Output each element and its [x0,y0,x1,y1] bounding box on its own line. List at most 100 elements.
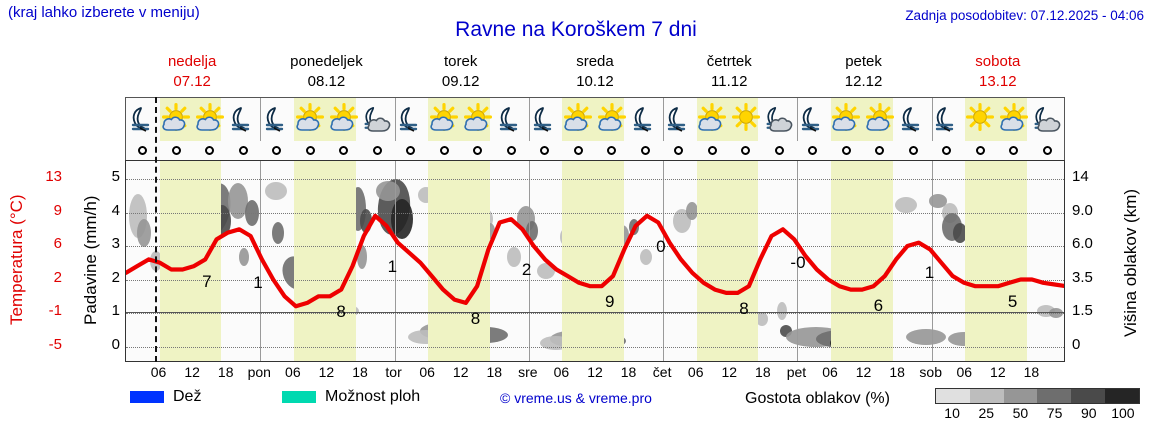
temp-label-6: 9 [605,292,615,312]
sun-cloud-icon [463,102,492,131]
daylight-band [831,161,893,361]
temp-label-10: 6 [873,295,884,315]
day-name: petek [845,53,882,70]
weather-icon-cell-16 [662,98,696,141]
weather-icon-cell-25 [964,98,998,141]
temp-label-5: 2 [521,260,532,279]
weather-icon-cells [126,98,1064,141]
weather-icon-cell-22 [863,98,897,141]
precip-gauge-icon [372,146,382,155]
weather-icon-cell-14 [595,98,629,141]
day-date: 11.12 [711,73,748,90]
gauge-cell-23 [897,146,931,155]
density-swatch-3 [1037,389,1072,403]
x-tick-1: 12 [184,364,200,380]
page-title: Ravne na Koroškem 7 dni [455,18,697,41]
moon-clear-icon [935,106,953,132]
precip-gauge-icon [707,146,717,155]
precip-gauge-icon [607,146,617,155]
density-swatch-5 [1105,389,1139,403]
x-tick-2: 18 [217,364,234,380]
day-separator [797,161,799,361]
day-header-2: torek 09.12 [394,52,528,96]
last-update-label: Zadnja posodobitev: 07.12.2025 - 04:06 [905,8,1144,23]
cloud-height-tick-5: 0 [1072,335,1081,353]
day-header-3: sreda 10.12 [528,52,662,96]
density-swatch-2 [1003,389,1038,403]
x-tick-18: 18 [755,364,771,380]
x-tick-24: 06 [956,364,973,380]
gauge-cell-17 [696,146,730,155]
gauge-cell-5 [294,146,328,155]
precip-gauge-icon [875,146,885,155]
rain-color-swatch [130,391,164,403]
gridline-3 [126,279,1064,281]
daylight-band [428,161,490,361]
gauge-cell-14 [595,146,629,155]
daylight-band [293,161,356,361]
density-swatch-0 [936,389,970,403]
day-date: 07.12 [173,73,211,90]
precip-gauge-icon [1042,146,1052,155]
gauge-cell-21 [830,146,864,155]
day-name: sreda [576,53,614,70]
precip-gauge-icon [841,146,851,155]
weather-icon-cell-12 [528,98,562,141]
precip-gauge-icon [406,146,416,155]
sun-cloud-icon [296,102,325,131]
weather-icon-cell-13 [562,98,596,141]
x-tick-26: 18 [1023,364,1040,380]
precip-gauge-row [125,141,1065,160]
x-tick-15: čet [652,364,672,380]
day-header-1: ponedeljek 08.12 [259,52,393,96]
moon-clear-icon [265,106,283,132]
precip-gauge-icon [975,146,985,155]
weather-icon-cell-18 [729,98,763,141]
precip-gauge-icon [1009,146,1019,155]
day-name: četrtek [706,53,752,70]
cloud-height-tick-4: 1.5 [1072,302,1093,319]
x-tick-17: 12 [721,364,738,380]
temp-label-4: 8 [470,308,481,328]
day-date: 09.12 [441,73,480,90]
precip-gauge-icon [540,146,550,155]
weather-icon-cell-11 [495,98,529,141]
daylight-band [159,161,222,361]
precip-gauge-icon [205,146,215,155]
precip-gauge-icon [439,146,449,155]
day-name: sobota [975,53,1021,70]
daylight-band [965,161,1028,361]
precip-gauge-icon [741,146,751,155]
baseline [126,312,1064,313]
legend-item-rain: Dež [130,388,201,406]
gauge-cell-16 [662,146,696,155]
moon-cloud-icon [766,106,793,132]
sun-cloud-icon [162,102,191,131]
weather-icon-strip [125,97,1065,141]
cloud-height-tick-2: 6.0 [1072,235,1093,252]
legend-label-showers: Možnost ploh [325,388,421,405]
temperature-axis-title: Temperatura (°C) [7,194,26,326]
precipitation-tick-3: 2 [111,268,120,286]
gauge-cell-11 [495,146,529,155]
day-separator [663,161,665,361]
gauge-cell-4 [260,146,294,155]
density-tick-1: 25 [978,405,995,421]
day-date: 13.12 [979,73,1017,90]
gauge-cell-25 [964,146,998,155]
copyright-link[interactable]: © vreme.us & vreme.pro [500,390,652,406]
weather-icon-cell-21 [830,98,864,141]
precip-gauge-icon [506,146,516,155]
moon-cloud-icon [1034,106,1061,132]
density-tick-4: 90 [1080,405,1097,421]
temp-label-2: 8 [336,302,346,322]
temp-label-8: 8 [739,298,749,318]
density-swatch-4 [1071,389,1106,403]
day-header-4: četrtek 11.12 [662,52,796,96]
weather-icon-cell-1 [160,98,194,141]
precipitation-tick-5: 0 [111,335,120,353]
weather-icon-cell-23 [897,98,931,141]
gauge-cell-0 [126,146,160,155]
x-tick-12: 06 [553,364,570,380]
day-header-row: nedelja 07.12 ponedeljek 08.12 torek 09.12 sre… [125,52,1065,96]
